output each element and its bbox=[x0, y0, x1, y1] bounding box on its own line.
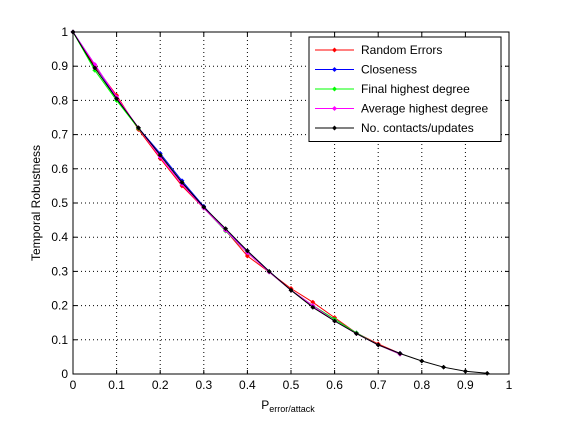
data-point bbox=[332, 318, 338, 324]
data-point bbox=[397, 350, 403, 357]
legend-label: No. contacts/updates bbox=[361, 121, 474, 135]
legend-swatch-marker bbox=[331, 47, 338, 53]
data-point bbox=[201, 204, 207, 210]
y-tick-label: 0 bbox=[61, 367, 68, 381]
data-point bbox=[92, 65, 98, 71]
y-tick-label: 0.6 bbox=[51, 162, 68, 176]
x-tick-label: 0.9 bbox=[457, 378, 474, 392]
legend-entry: Average highest degree bbox=[315, 102, 489, 116]
x-axis-label: Perror/attack bbox=[261, 398, 315, 414]
x-tick-label: 0.1 bbox=[108, 378, 125, 392]
x-axis-label-subscript: error/attack bbox=[269, 404, 315, 414]
y-tick-label: 0.9 bbox=[51, 59, 68, 73]
data-point bbox=[223, 226, 229, 232]
data-point bbox=[244, 253, 250, 259]
x-tick-label: 0.2 bbox=[152, 378, 169, 392]
legend-entry: Closeness bbox=[315, 63, 417, 77]
x-tick-label: 0.5 bbox=[283, 378, 300, 392]
x-axis-label-main: P bbox=[261, 398, 269, 412]
x-tick-label: 0.4 bbox=[239, 378, 256, 392]
data-point bbox=[157, 152, 163, 158]
legend-swatch-marker bbox=[331, 66, 338, 73]
legend-label: Closeness bbox=[361, 63, 417, 77]
data-point bbox=[375, 342, 381, 348]
data-point bbox=[266, 268, 272, 274]
data-point bbox=[244, 248, 250, 254]
x-tick-label: 0.7 bbox=[370, 378, 387, 392]
x-tick-label: 0.3 bbox=[195, 378, 212, 392]
y-tick-label: 0.4 bbox=[51, 230, 68, 244]
x-tick-label: 1 bbox=[506, 378, 513, 392]
series-5 bbox=[70, 29, 490, 376]
y-axis-label: Temporal Robustness bbox=[29, 145, 43, 261]
y-tick-label: 0.3 bbox=[51, 264, 68, 278]
y-tick-label: 0.1 bbox=[51, 333, 68, 347]
legend-swatch-marker bbox=[331, 125, 338, 131]
x-tick-label: 0.8 bbox=[413, 378, 430, 392]
x-tick-label: 0 bbox=[70, 378, 77, 392]
x-tick-label: 0.6 bbox=[326, 378, 343, 392]
data-point bbox=[288, 287, 294, 293]
legend-swatch-marker bbox=[331, 86, 338, 92]
legend-label: Random Errors bbox=[361, 43, 442, 57]
series-line bbox=[72, 31, 488, 374]
legend-entry: Final highest degree bbox=[315, 82, 470, 96]
data-point bbox=[484, 370, 490, 376]
data-point bbox=[441, 364, 447, 370]
data-point bbox=[135, 125, 141, 131]
legend-entry: Random Errors bbox=[315, 43, 442, 57]
data-point bbox=[179, 179, 185, 186]
data-point bbox=[353, 331, 359, 337]
legend-label: Final highest degree bbox=[361, 82, 470, 96]
y-tick-label: 0.8 bbox=[51, 93, 68, 107]
data-point bbox=[114, 96, 120, 102]
data-point bbox=[419, 358, 425, 364]
legend-entry: No. contacts/updates bbox=[315, 121, 474, 135]
axes: 0 0.1 0.2 0.3 0.4 0.5 0.6 0.7 0.8 0.9 1 0 0.1 0.2 0.3 0… bbox=[51, 25, 512, 392]
y-tick-label: 0.2 bbox=[51, 299, 68, 313]
legend-swatch-marker bbox=[331, 105, 338, 112]
y-tick-label: 0.7 bbox=[51, 128, 68, 142]
y-tick-label: 1 bbox=[61, 25, 68, 39]
legend-label: Average highest degree bbox=[361, 102, 489, 116]
legend: Random Errors Closeness Final highest degr… bbox=[308, 36, 502, 142]
y-tick-label: 0.5 bbox=[51, 196, 68, 210]
data-point bbox=[310, 304, 316, 310]
